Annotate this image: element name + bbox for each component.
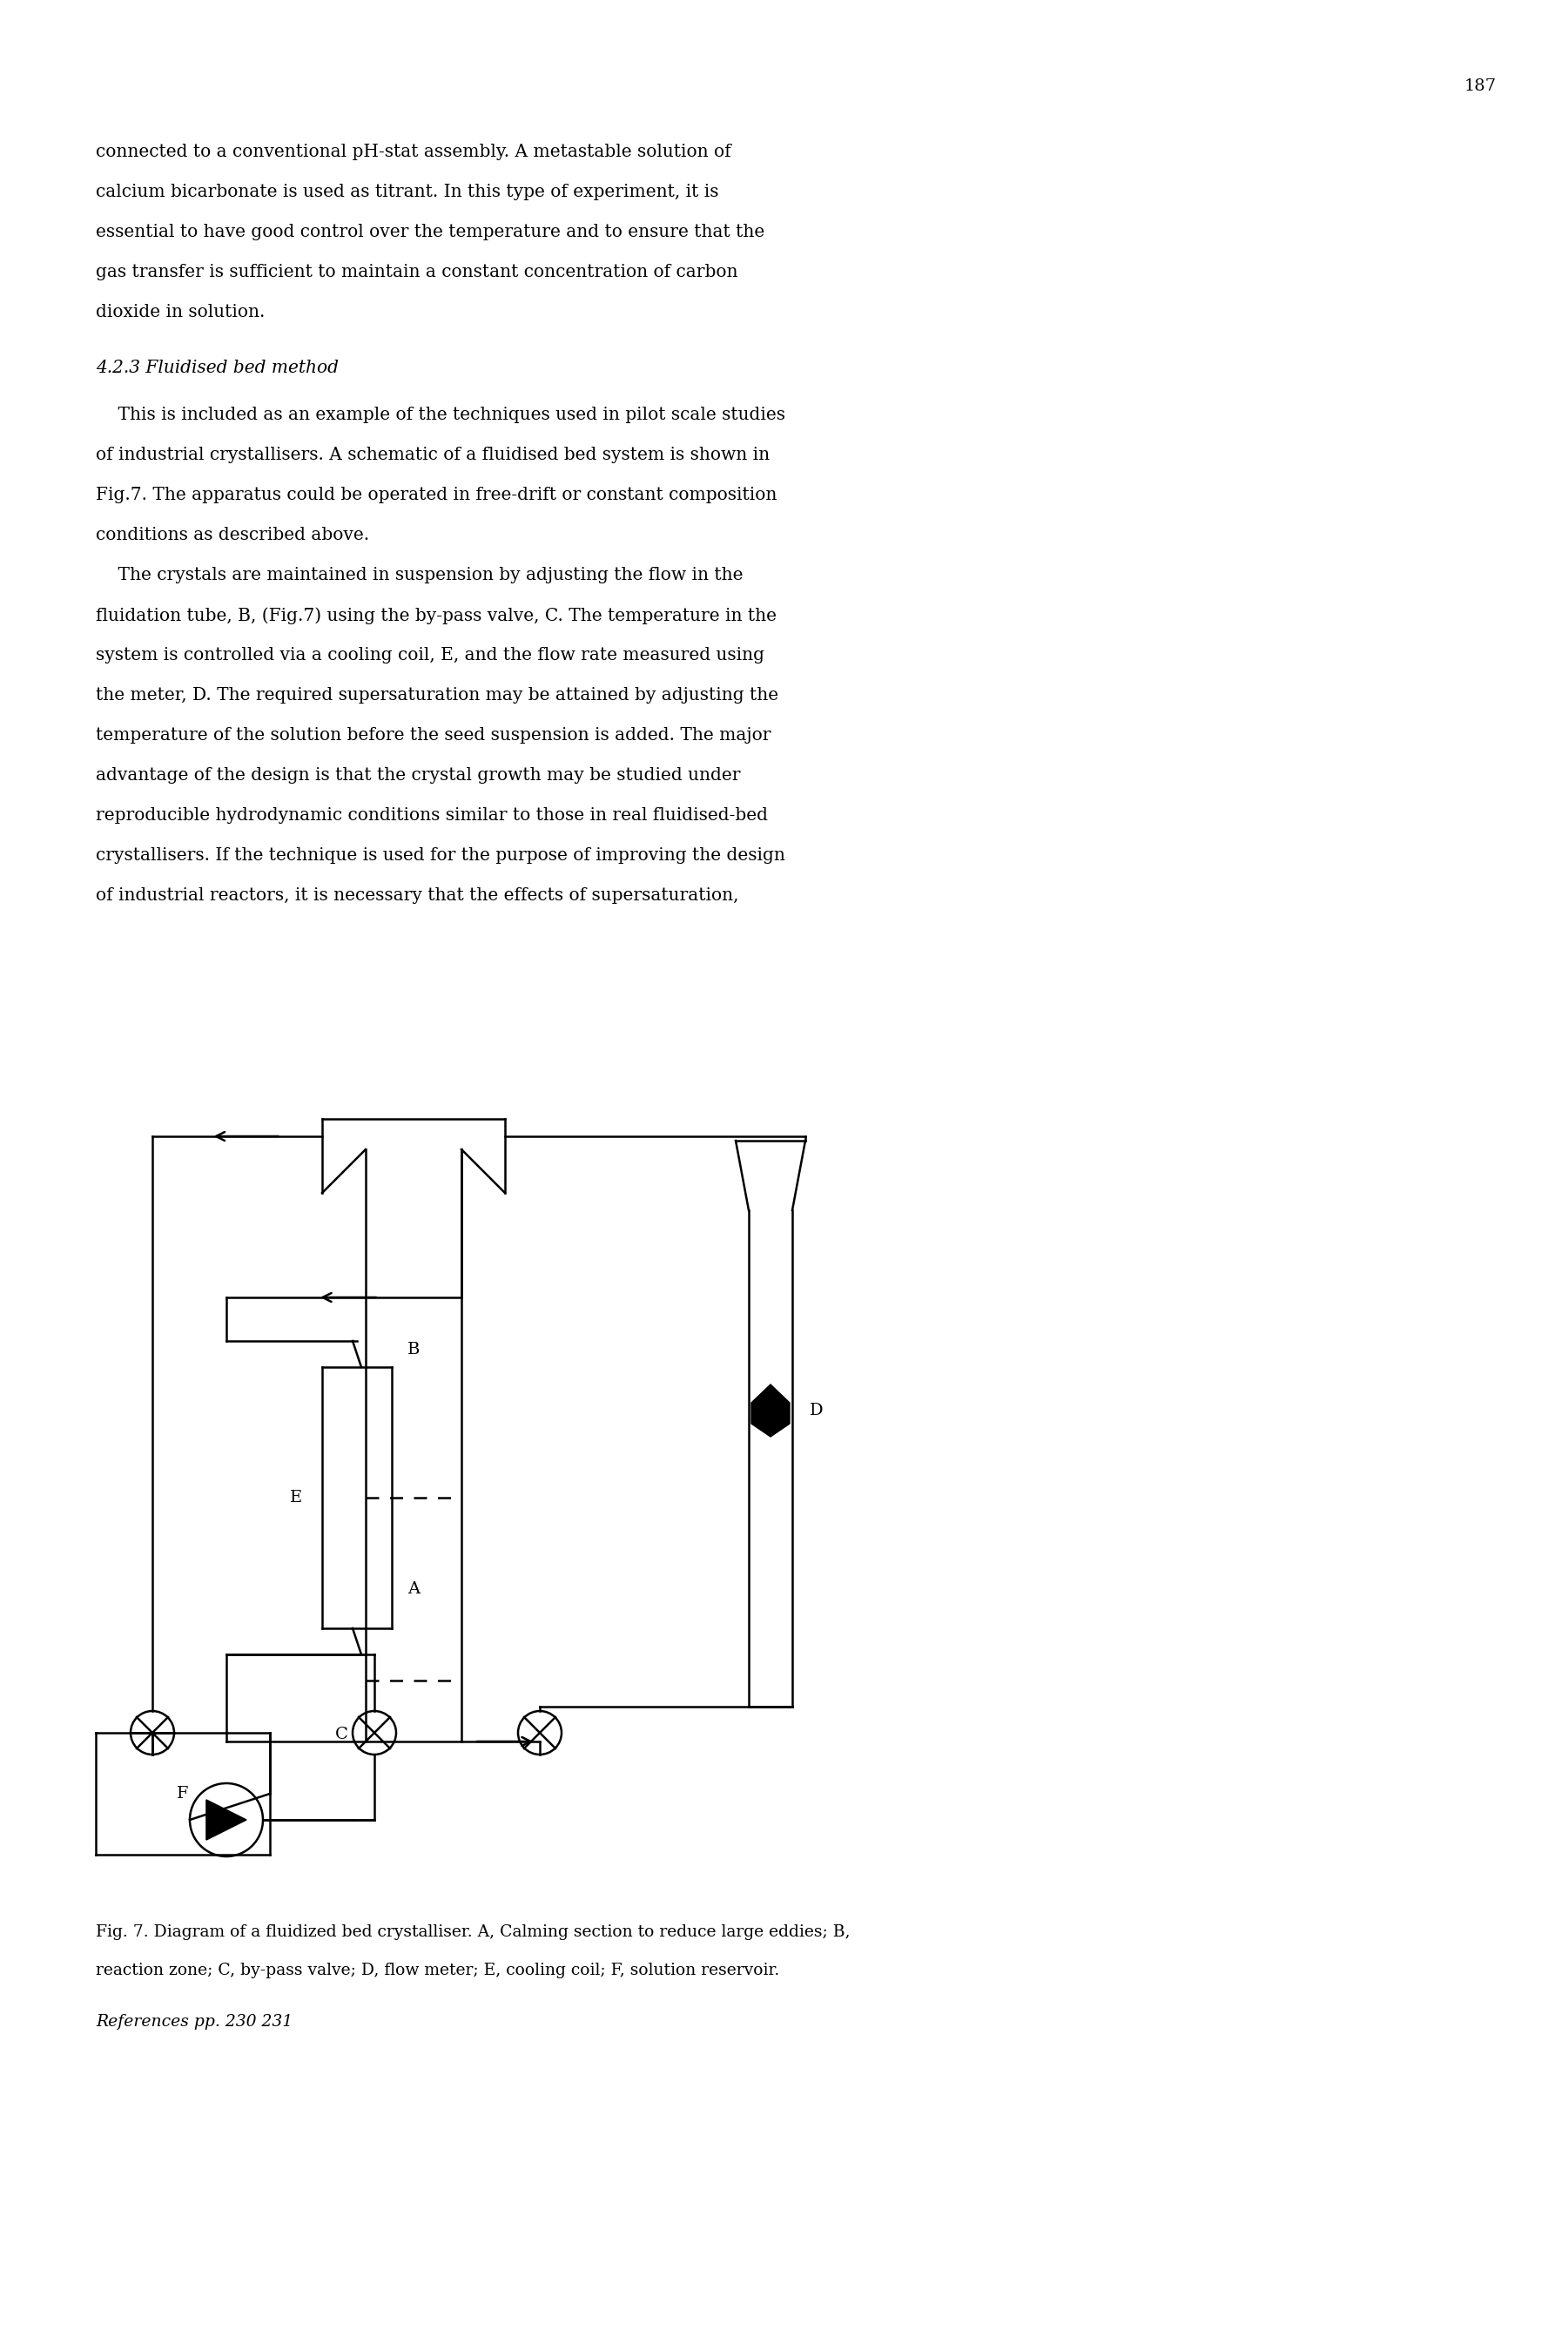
Text: A: A xyxy=(408,1582,420,1596)
Text: D: D xyxy=(809,1404,823,1418)
Text: reaction zone; C, by-pass valve; D, flow meter; E, cooling coil; F, solution res: reaction zone; C, by-pass valve; D, flow… xyxy=(96,1963,779,1977)
Text: connected to a conventional pH-stat assembly. A metastable solution of: connected to a conventional pH-stat asse… xyxy=(96,143,731,160)
Text: This is included as an example of the techniques used in pilot scale studies: This is included as an example of the te… xyxy=(96,407,786,423)
Text: Fig.7. The apparatus could be operated in free-drift or constant composition: Fig.7. The apparatus could be operated i… xyxy=(96,487,776,503)
Text: 187: 187 xyxy=(1465,78,1496,94)
Text: conditions as described above.: conditions as described above. xyxy=(96,527,368,543)
Text: B: B xyxy=(408,1342,420,1357)
Text: of industrial crystallisers. A schematic of a fluidised bed system is shown in: of industrial crystallisers. A schematic… xyxy=(96,447,770,463)
Text: The crystals are maintained in suspension by adjusting the flow in the: The crystals are maintained in suspensio… xyxy=(96,567,743,583)
Text: E: E xyxy=(290,1491,303,1505)
Text: Fig. 7. Diagram of a fluidized bed crystalliser. A, Calming section to reduce la: Fig. 7. Diagram of a fluidized bed cryst… xyxy=(96,1925,850,1940)
Text: the meter, D. The required supersaturation may be attained by adjusting the: the meter, D. The required supersaturati… xyxy=(96,686,778,703)
Text: gas transfer is sufficient to maintain a constant concentration of carbon: gas transfer is sufficient to maintain a… xyxy=(96,263,739,280)
Text: F: F xyxy=(177,1787,188,1801)
Polygon shape xyxy=(751,1385,790,1436)
Text: C: C xyxy=(336,1726,348,1742)
Text: system is controlled via a cooling coil, E, and the flow rate measured using: system is controlled via a cooling coil,… xyxy=(96,647,765,663)
Text: of industrial reactors, it is necessary that the effects of supersaturation,: of industrial reactors, it is necessary … xyxy=(96,886,739,903)
Text: calcium bicarbonate is used as titrant. In this type of experiment, it is: calcium bicarbonate is used as titrant. … xyxy=(96,183,718,200)
Polygon shape xyxy=(207,1801,246,1841)
Text: References pp. 230 231: References pp. 230 231 xyxy=(96,2015,293,2029)
Text: dioxide in solution.: dioxide in solution. xyxy=(96,303,265,320)
Text: fluidation tube, B, (Fig.7) using the by-pass valve, C. The temperature in the: fluidation tube, B, (Fig.7) using the by… xyxy=(96,607,776,623)
Text: essential to have good control over the temperature and to ensure that the: essential to have good control over the … xyxy=(96,223,765,240)
Text: crystallisers. If the technique is used for the purpose of improving the design: crystallisers. If the technique is used … xyxy=(96,846,786,863)
Text: temperature of the solution before the seed suspension is added. The major: temperature of the solution before the s… xyxy=(96,726,771,743)
Text: reproducible hydrodynamic conditions similar to those in real fluidised-bed: reproducible hydrodynamic conditions sim… xyxy=(96,806,768,823)
Text: advantage of the design is that the crystal growth may be studied under: advantage of the design is that the crys… xyxy=(96,766,740,783)
Text: 4.2.3 Fluidised bed method: 4.2.3 Fluidised bed method xyxy=(96,360,339,376)
